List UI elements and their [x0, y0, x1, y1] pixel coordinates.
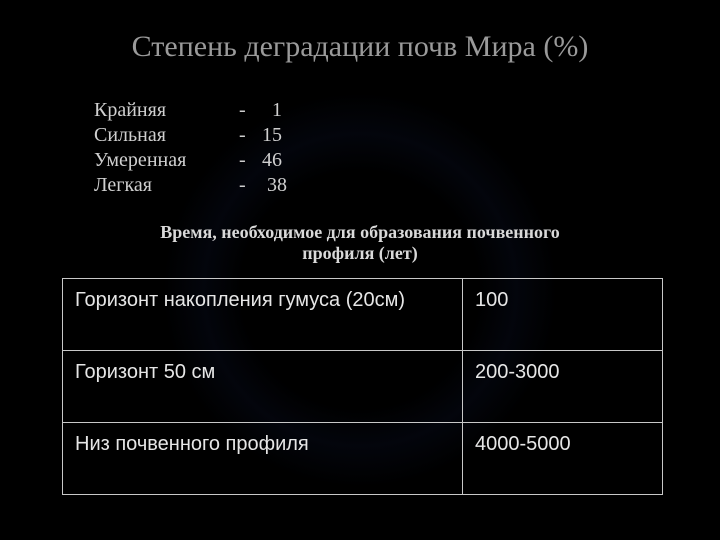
table-row: Низ почвенного профиля 4000-5000	[63, 423, 663, 495]
table-cell-label: Низ почвенного профиля	[63, 423, 463, 495]
deg-dash: -	[239, 98, 257, 123]
deg-value: 1	[262, 98, 282, 123]
list-item: Умеренная - 46	[94, 148, 287, 173]
deg-value: 46	[262, 148, 282, 173]
deg-label: Крайняя	[94, 98, 234, 123]
soil-table: Горизонт накопления гумуса (20см) 100 Го…	[62, 278, 663, 495]
deg-dash: -	[239, 173, 257, 198]
page-title: Степень деградации почв Мира (%)	[0, 30, 720, 64]
deg-label: Легкая	[94, 173, 234, 198]
table-heading: Время, необходимое для образования почве…	[0, 222, 720, 264]
table-cell-label: Горизонт накопления гумуса (20см)	[63, 279, 463, 351]
table-cell-value: 100	[463, 279, 663, 351]
deg-dash: -	[239, 148, 257, 173]
deg-dash: -	[239, 123, 257, 148]
deg-value: 15	[262, 123, 282, 148]
deg-value: 38	[262, 173, 287, 198]
list-item: Легкая - 38	[94, 173, 287, 198]
list-item: Крайняя - 1	[94, 98, 287, 123]
degradation-list: Крайняя - 1 Сильная - 15 Умеренная - 46 …	[94, 98, 287, 198]
table-cell-value: 4000-5000	[463, 423, 663, 495]
table-cell-value: 200-3000	[463, 351, 663, 423]
deg-label: Умеренная	[94, 148, 234, 173]
table-cell-label: Горизонт 50 см	[63, 351, 463, 423]
deg-label: Сильная	[94, 123, 234, 148]
table-row: Горизонт накопления гумуса (20см) 100	[63, 279, 663, 351]
table-row: Горизонт 50 см 200-3000	[63, 351, 663, 423]
list-item: Сильная - 15	[94, 123, 287, 148]
